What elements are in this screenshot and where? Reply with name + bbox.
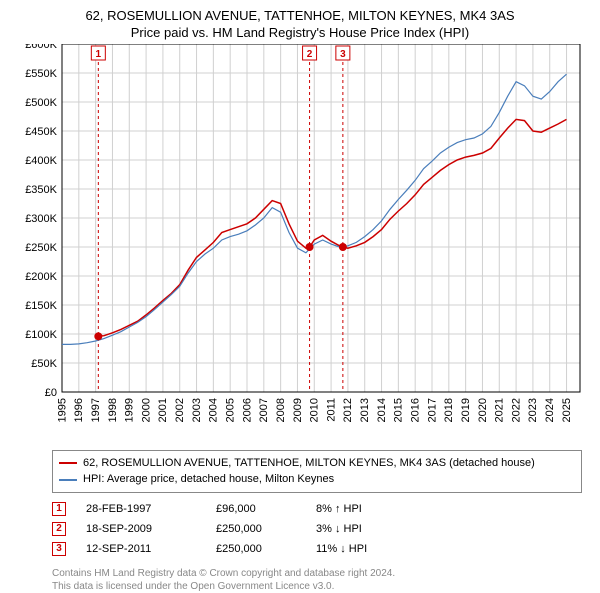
- y-tick-label: £350K: [25, 184, 57, 196]
- y-tick-label: £100K: [25, 329, 57, 341]
- x-tick-label: 2006: [241, 398, 253, 422]
- x-tick-label: 2019: [460, 398, 472, 422]
- legend-row: 62, ROSEMULLION AVENUE, TATTENHOE, MILTO…: [59, 455, 575, 472]
- event-price: £250,000: [216, 543, 296, 555]
- legend-row: HPI: Average price, detached house, Milt…: [59, 471, 575, 488]
- event-date: 18-SEP-2009: [86, 523, 196, 535]
- x-tick-label: 2011: [325, 398, 337, 422]
- chart-subtitle: Price paid vs. HM Land Registry's House …: [0, 25, 600, 44]
- event-row: 3 12-SEP-2011 £250,000 11% ↓ HPI: [52, 539, 582, 559]
- event-row: 1 28-FEB-1997 £96,000 8% ↑ HPI: [52, 499, 582, 519]
- x-tick-label: 2024: [544, 398, 556, 422]
- x-tick-label: 1997: [90, 398, 102, 422]
- y-tick-label: £150K: [25, 300, 57, 312]
- event-date: 12-SEP-2011: [86, 543, 196, 555]
- y-tick-label: £250K: [25, 242, 57, 254]
- x-tick-label: 2001: [157, 398, 169, 422]
- chart-plot-area: £0 £50K £100K £150K £200K £250K £300K £350K £400…: [10, 44, 590, 444]
- event-number-box: 1: [52, 502, 66, 516]
- x-tick-label: 2007: [258, 398, 270, 422]
- chart-container: 62, ROSEMULLION AVENUE, TATTENHOE, MILTO…: [0, 0, 600, 590]
- x-tick-label: 2016: [409, 398, 421, 422]
- x-tick-label: 2004: [208, 398, 220, 422]
- event-point: [94, 332, 102, 340]
- event-hpi: 8% ↑ HPI: [316, 503, 362, 515]
- x-tick-label: 2012: [342, 398, 354, 422]
- chart-title: 62, ROSEMULLION AVENUE, TATTENHOE, MILTO…: [0, 0, 600, 25]
- credit-line-1: Contains HM Land Registry data © Crown c…: [52, 567, 582, 580]
- legend-label: HPI: Average price, detached house, Milt…: [83, 471, 334, 488]
- x-tick-label: 2008: [275, 398, 287, 422]
- x-tick-label: 2013: [359, 398, 371, 422]
- x-tick-label: 2002: [174, 398, 186, 422]
- event-row: 2 18-SEP-2009 £250,000 3% ↓ HPI: [52, 519, 582, 539]
- event-date: 28-FEB-1997: [86, 503, 196, 515]
- legend-swatch: [59, 462, 77, 464]
- event-point: [306, 243, 314, 251]
- x-tick-label: 2022: [510, 398, 522, 422]
- x-tick-label: 2020: [477, 398, 489, 422]
- legend-swatch: [59, 479, 77, 481]
- event-point: [339, 243, 347, 251]
- event-marker-number: 3: [340, 49, 346, 60]
- x-tick-label: 2017: [426, 398, 438, 422]
- x-tick-label: 2018: [443, 398, 455, 422]
- x-tick-label: 2014: [376, 398, 388, 422]
- x-tick-label: 2005: [224, 398, 236, 422]
- x-tick-label: 2010: [309, 398, 321, 422]
- x-tick-label: 2009: [292, 398, 304, 422]
- event-number-box: 2: [52, 522, 66, 536]
- series-line-property: [98, 119, 566, 336]
- y-tick-label: £50K: [31, 358, 57, 370]
- x-tick-label: 1999: [124, 398, 136, 422]
- x-tick-label: 2003: [191, 398, 203, 422]
- x-tick-label: 1995: [56, 398, 68, 422]
- y-tick-label: £200K: [25, 271, 57, 283]
- y-tick-label: £300K: [25, 213, 57, 225]
- y-tick-label: £550K: [25, 68, 57, 80]
- chart-svg: £0 £50K £100K £150K £200K £250K £300K £350K £400…: [10, 44, 590, 444]
- y-tick-label: £500K: [25, 97, 57, 109]
- x-tick-label: 2015: [393, 398, 405, 422]
- event-number-box: 3: [52, 542, 66, 556]
- y-tick-label: £400K: [25, 155, 57, 167]
- x-tick-label: 1996: [73, 398, 85, 422]
- x-tick-label: 2025: [561, 398, 573, 422]
- event-hpi: 11% ↓ HPI: [316, 543, 367, 555]
- legend-label: 62, ROSEMULLION AVENUE, TATTENHOE, MILTO…: [83, 455, 535, 472]
- credit-text: Contains HM Land Registry data © Crown c…: [52, 567, 582, 593]
- event-marker-number: 1: [96, 49, 102, 60]
- event-list: 1 28-FEB-1997 £96,000 8% ↑ HPI 2 18-SEP-2009 £…: [52, 499, 582, 559]
- event-marker-number: 2: [307, 49, 313, 60]
- event-hpi: 3% ↓ HPI: [316, 523, 362, 535]
- x-tick-label: 2023: [527, 398, 539, 422]
- event-price: £250,000: [216, 523, 296, 535]
- credit-line-2: This data is licensed under the Open Gov…: [52, 580, 582, 593]
- legend: 62, ROSEMULLION AVENUE, TATTENHOE, MILTO…: [52, 450, 582, 493]
- y-tick-label: £0: [45, 387, 57, 399]
- x-tick-label: 2021: [494, 398, 506, 422]
- x-tick-label: 1998: [107, 398, 119, 422]
- y-tick-label: £600K: [25, 44, 57, 51]
- x-tick-label: 2000: [140, 398, 152, 422]
- event-price: £96,000: [216, 503, 296, 515]
- y-tick-label: £450K: [25, 126, 57, 138]
